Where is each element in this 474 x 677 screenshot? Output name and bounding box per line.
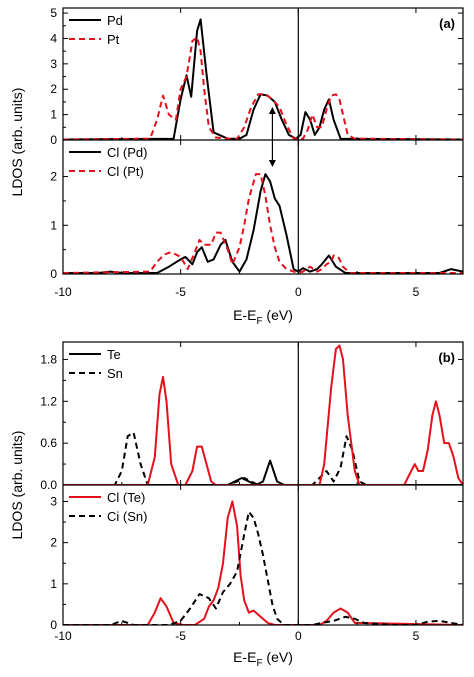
double-arrow [268, 107, 276, 167]
y-axis-title: LDOS (arb. units) [9, 431, 25, 540]
ytick-label: 0.6 [40, 436, 57, 450]
x-axis-title-unit: (eV) [263, 307, 293, 323]
series-line-te-red [63, 344, 463, 485]
ytick-label: 2 [50, 82, 57, 96]
ytick-label: 0 [50, 267, 57, 281]
ytick-label: 2 [50, 170, 57, 184]
legend-label: Cl (Pt) [107, 164, 144, 179]
legend-label: Cl (Te) [107, 490, 145, 505]
x-axis-title-sub: F [256, 316, 262, 327]
series-line-cl-pd- [63, 173, 463, 274]
x-axis-title: E-EF (eV) [233, 307, 293, 327]
x-axis-title-main: E-E [233, 649, 256, 665]
ytick-label: 3 [50, 494, 57, 508]
ytick-label: 4 [50, 31, 57, 45]
subplot-b-top: 0.0 0.6 1.2 1.8 Te Sn [40, 344, 463, 492]
arrow-head-down [268, 160, 276, 167]
series-line-te [63, 459, 463, 485]
y-axis-title: LDOS (arb. units) [9, 88, 25, 197]
arrow-head-up [268, 107, 276, 114]
ytick-label: 1 [50, 218, 57, 232]
legend-label: Sn [107, 366, 123, 381]
xtick-label: -5 [175, 285, 186, 299]
x-axis-title-unit: (eV) [263, 649, 293, 665]
legend-label: Pd [107, 13, 123, 28]
plot-frame [62, 341, 464, 626]
legend-label: Cl (Pd) [107, 145, 147, 160]
xtick-label: -10 [54, 629, 72, 643]
xtick-label: -5 [175, 629, 186, 643]
xtick-label: 0 [295, 629, 302, 643]
ytick-label: 2 [50, 536, 57, 550]
ytick-label: 1 [50, 577, 57, 591]
panel-label: (a) [439, 16, 455, 31]
ytick-label: 0 [50, 133, 57, 147]
x-axis-title: E-EF (eV) [233, 649, 293, 669]
ytick-label: 3 [50, 57, 57, 71]
x-axis-title-main: E-E [233, 307, 256, 323]
legend-label: Pt [107, 32, 120, 47]
ytick-label: 1.8 [40, 352, 57, 366]
xtick-label: -10 [54, 285, 72, 299]
ytick-label: 1.2 [40, 394, 57, 408]
legend-label: Ci (Sn) [107, 509, 147, 524]
panel-label: (b) [438, 350, 455, 365]
ytick-label: 1 [50, 108, 57, 122]
series-line-sn [63, 431, 463, 485]
ytick-label: 0.0 [40, 478, 57, 492]
plot-frame [62, 7, 464, 275]
series-line-ci-sn- [63, 510, 463, 625]
x-axis-title-sub: F [256, 658, 262, 669]
xtick-label: 5 [413, 629, 420, 643]
panel-a: 0 1 2 3 4 5 Pd Pt 0 1 2 Cl (Pd) Cl (Pt) -10 -5 0 5 E-EF (… [9, 6, 464, 327]
xtick-label: 0 [295, 285, 302, 299]
series-line-pd [63, 18, 463, 140]
subplot-a-bottom: 0 1 2 Cl (Pd) Cl (Pt) [50, 145, 463, 281]
xtick-label: 5 [413, 285, 420, 299]
ytick-label: 5 [50, 6, 57, 20]
ytick-label: 0 [50, 618, 57, 632]
subplot-a-top: 0 1 2 3 4 5 Pd Pt [50, 6, 463, 147]
legend-label: Te [107, 347, 121, 362]
series-line-pt [63, 36, 463, 140]
subplot-b-bottom: 0 1 2 3 Cl (Te) Ci (Sn) [50, 490, 463, 632]
series-line-cl-pt- [63, 173, 463, 274]
